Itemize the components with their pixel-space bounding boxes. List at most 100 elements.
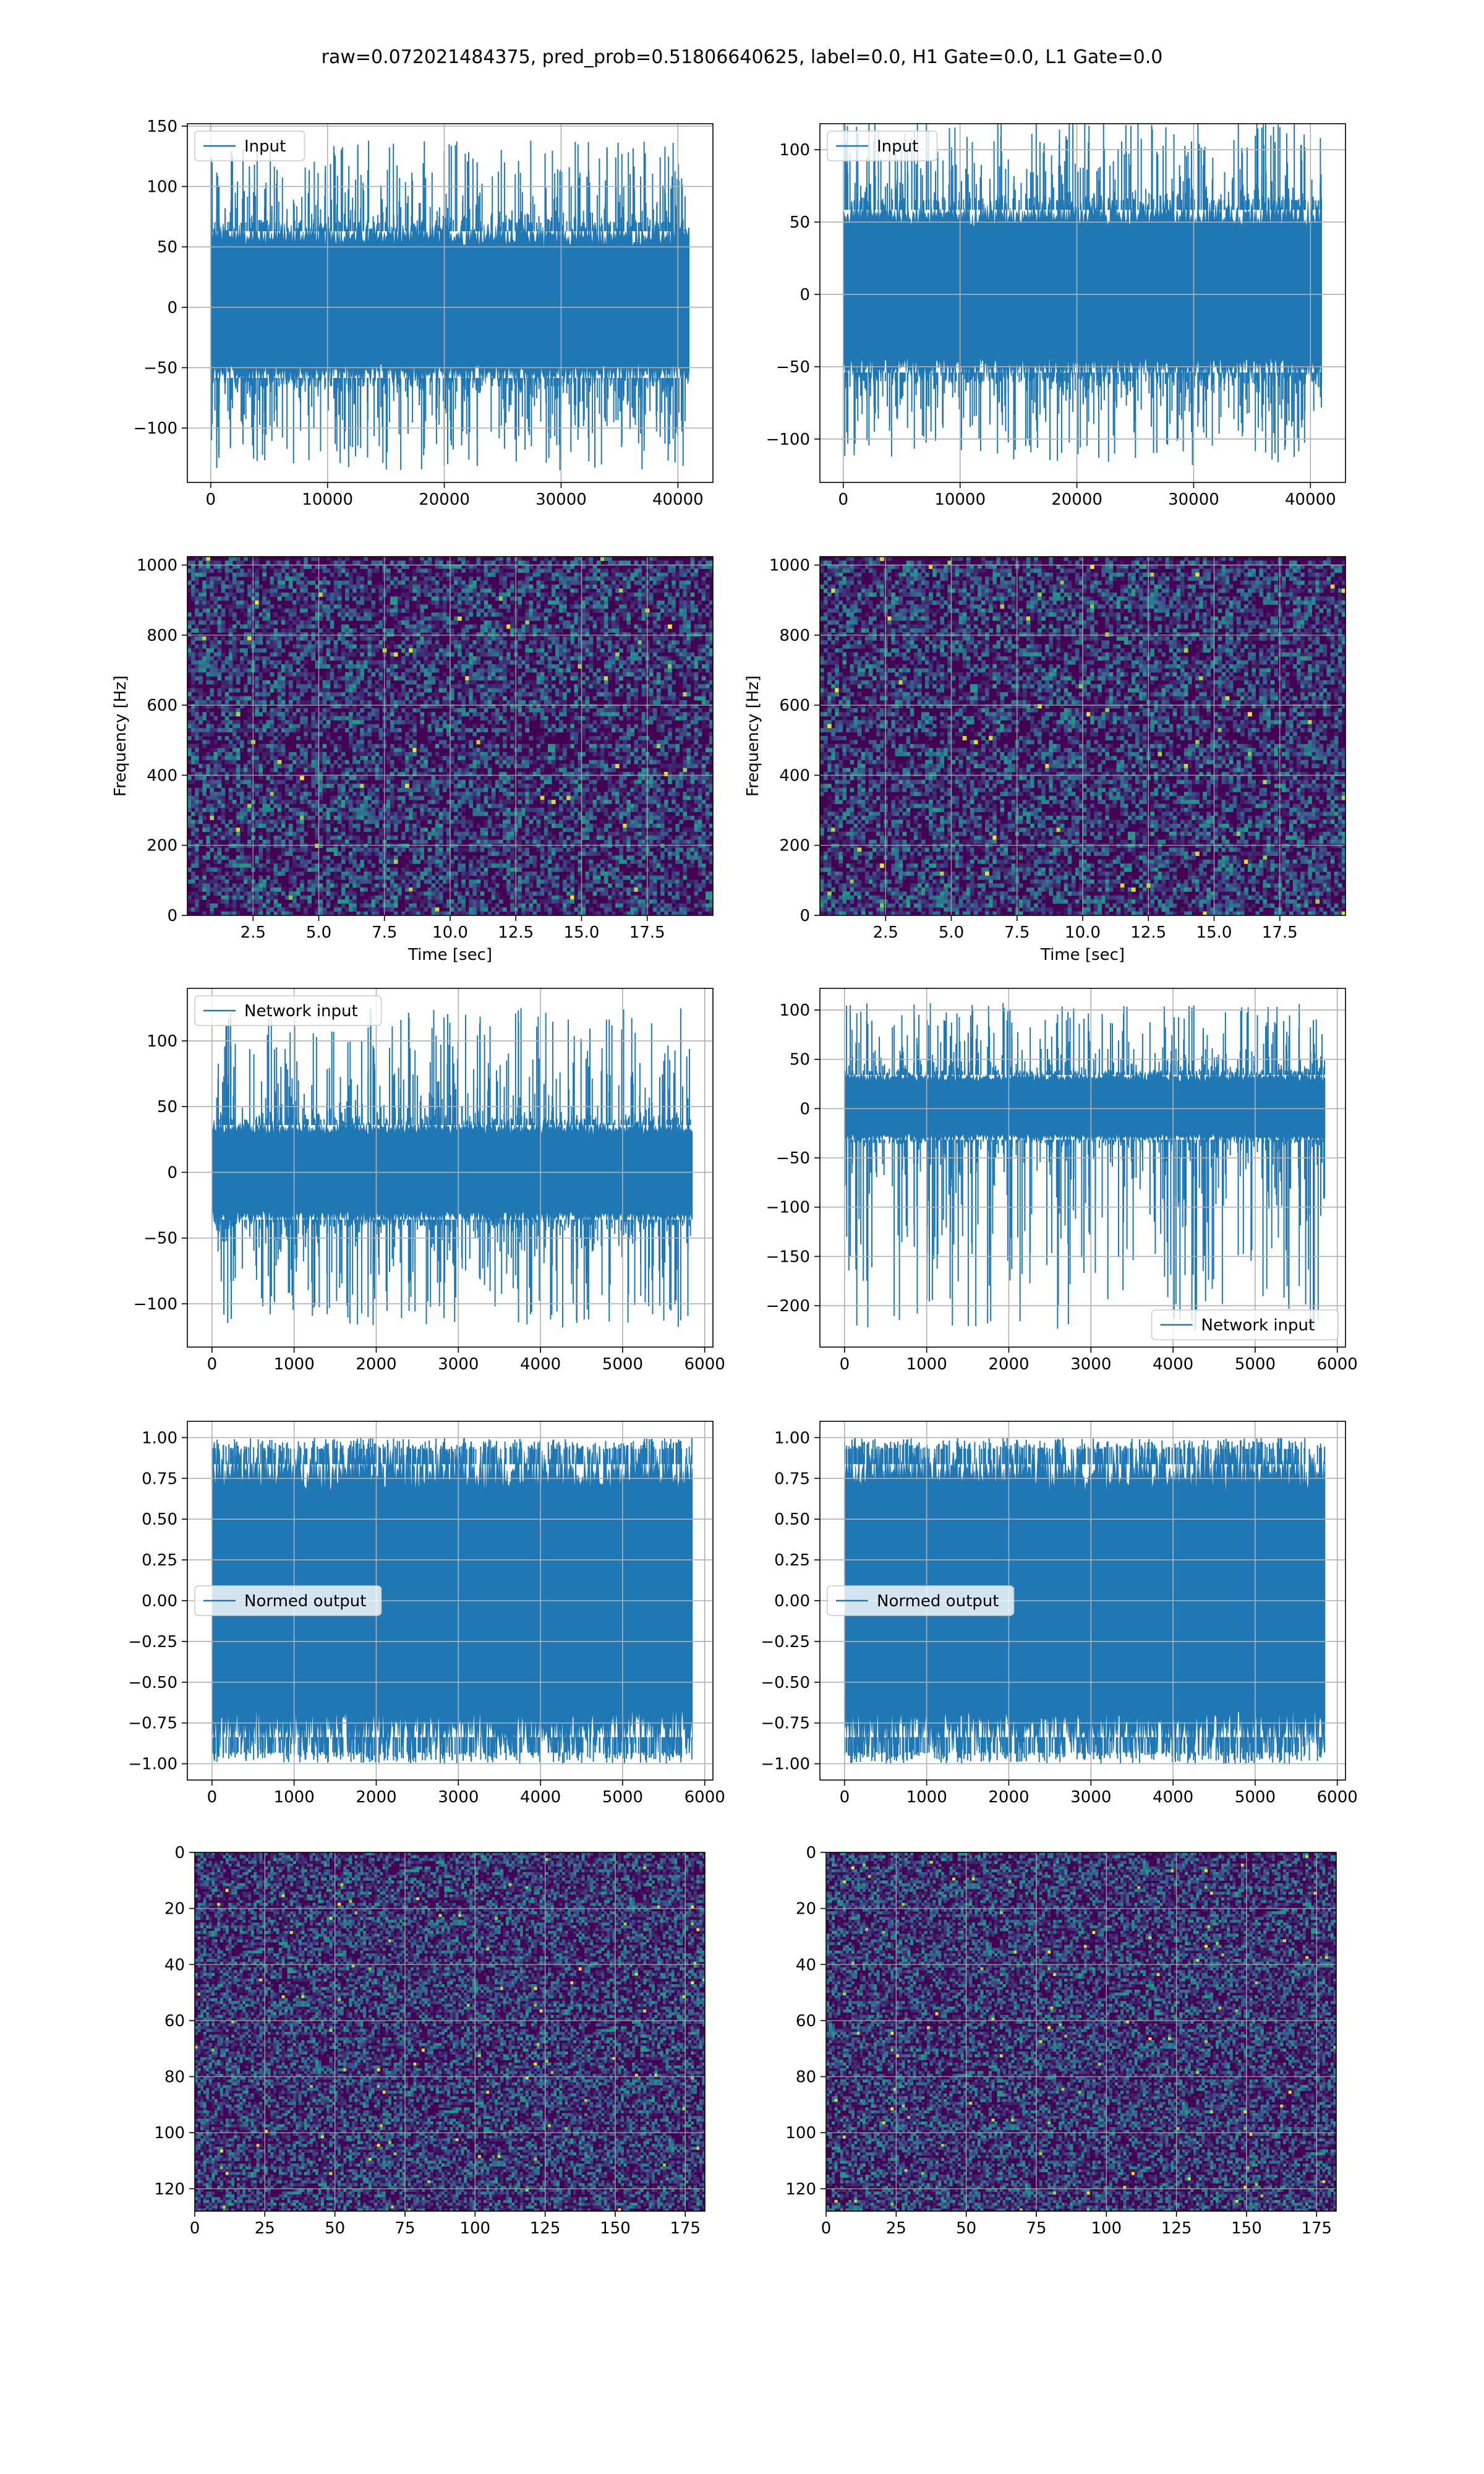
y-tick-label: −1.00 xyxy=(128,1755,177,1774)
x-tick-label: 4000 xyxy=(1153,1355,1193,1374)
y-tick-label: −100 xyxy=(134,419,177,438)
x-tick-label: 2000 xyxy=(356,1355,396,1374)
x-tick-label: 1000 xyxy=(274,1355,315,1374)
y-tick-label: −100 xyxy=(766,430,810,449)
y-tick-label: 0 xyxy=(167,299,177,317)
y-tick-label: 1000 xyxy=(137,557,177,575)
y-tick-label: 100 xyxy=(147,1032,177,1051)
y-tick-label: 400 xyxy=(779,766,810,785)
x-tick-label: 150 xyxy=(600,2219,631,2238)
y-tick-label: 1.00 xyxy=(142,1429,177,1447)
y-tick-label: −50 xyxy=(143,359,177,377)
x-axis-label: Time [sec] xyxy=(1040,946,1125,964)
panel-normed-output-l1: 0 1000 2000 3000 4000 5000 6000 −1.00 −0.75 −0.50… xyxy=(761,1421,1358,1807)
y-tick-label: 800 xyxy=(779,627,810,645)
x-tick-label: 5000 xyxy=(1235,1788,1276,1807)
x-tick-label: 3000 xyxy=(1070,1355,1111,1374)
x-tick-label: 10000 xyxy=(302,490,353,509)
x-tick-label: 25 xyxy=(255,2219,275,2238)
y-tick-label: 0.00 xyxy=(142,1592,177,1611)
x-tick-label: 0 xyxy=(840,1788,850,1807)
legend-label: Normed output xyxy=(877,1592,999,1611)
panel-image-l1: 0 25 50 75 100 125 150 175 0 20 40 60 80 100 120 xyxy=(785,1844,1337,2238)
panel-spectrogram-h1: 2.5 5.0 7.5 10.0 12.5 15.0 17.5 0 200 400 600 800 10… xyxy=(111,556,714,964)
plot-area xyxy=(820,557,1345,915)
series-spikes xyxy=(211,1437,693,1764)
x-tick-label: 3000 xyxy=(1070,1788,1111,1807)
x-tick-label: 6000 xyxy=(684,1355,725,1374)
heatmap-cells xyxy=(826,1852,1336,2211)
x-tick-label: 30000 xyxy=(535,490,587,509)
y-tick-label: 600 xyxy=(779,696,810,715)
y-tick-label: 50 xyxy=(157,238,177,257)
x-tick-label: 150 xyxy=(1231,2219,1262,2238)
x-tick-label: 6000 xyxy=(1317,1355,1358,1374)
grid xyxy=(187,124,713,482)
x-tick-label: 10.0 xyxy=(432,923,468,942)
axes-frame xyxy=(187,988,714,1348)
x-tick-label: 100 xyxy=(459,2219,490,2238)
y-tick-label: 80 xyxy=(164,2068,185,2087)
panel-normed-output-h1: 0 1000 2000 3000 4000 5000 6000 −1.00 −0.75 −0.50… xyxy=(128,1421,725,1807)
x-tick-label: 10.0 xyxy=(1065,923,1101,942)
grid xyxy=(187,988,713,1347)
y-tick-label: 50 xyxy=(790,213,810,232)
x-tick-label: 12.5 xyxy=(1130,923,1166,942)
plot-area xyxy=(820,124,1345,482)
x-tick-label: 0 xyxy=(207,1788,218,1807)
legend: Input xyxy=(194,131,305,161)
grid xyxy=(820,557,1345,915)
x-tick-label: 0 xyxy=(206,490,216,509)
panel-network-input-l1: 0 1000 2000 3000 4000 5000 6000−200−150−100−50… xyxy=(766,988,1358,1374)
x-tick-label: 2.5 xyxy=(241,923,266,942)
x-tick-label: 1000 xyxy=(906,1355,947,1374)
x-tick-label: 15.0 xyxy=(564,923,600,942)
series-spikes xyxy=(844,124,1323,465)
heatmap-cells xyxy=(820,557,1345,915)
grid xyxy=(826,1852,1336,2211)
y-tick-label: 40 xyxy=(164,1956,185,1974)
x-tick-label: 0 xyxy=(840,1355,850,1374)
y-tick-label: 0 xyxy=(806,1844,816,1862)
axes-frame xyxy=(194,1852,706,2212)
y-tick-label: −50 xyxy=(776,1149,810,1168)
x-tick-label: 1000 xyxy=(906,1788,947,1807)
y-tick-label: −0.75 xyxy=(761,1714,810,1733)
x-tick-label: 175 xyxy=(670,2219,701,2238)
y-tick-label: 100 xyxy=(785,2124,816,2142)
axes-frame xyxy=(819,123,1346,483)
x-tick-label: 0 xyxy=(190,2219,200,2238)
x-tick-label: 125 xyxy=(1161,2219,1192,2238)
x-tick-label: 50 xyxy=(956,2219,976,2238)
x-tick-label: 1000 xyxy=(274,1788,315,1807)
axes-frame xyxy=(825,1852,1337,2212)
y-tick-label: 0.75 xyxy=(142,1470,177,1488)
x-tick-label: 2.5 xyxy=(873,923,898,942)
legend-label: Input xyxy=(877,137,918,156)
y-tick-label: 60 xyxy=(164,2012,185,2031)
y-tick-label: 0 xyxy=(800,286,810,304)
series-input xyxy=(210,222,689,387)
legend-label: Network input xyxy=(1201,1316,1315,1335)
x-tick-label: 30000 xyxy=(1168,490,1219,509)
y-tick-label: 0 xyxy=(800,1100,810,1118)
y-tick-label: 0.50 xyxy=(774,1510,810,1529)
y-tick-label: −150 xyxy=(766,1248,810,1266)
panel-spectrogram-l1: 2.5 5.0 7.5 10.0 12.5 15.0 17.5 0 200 400 600 800 10… xyxy=(744,556,1346,964)
x-tick-label: 100 xyxy=(1091,2219,1122,2238)
y-tick-label: 100 xyxy=(779,1001,810,1020)
y-tick-label: −0.75 xyxy=(128,1714,177,1733)
plot-area xyxy=(187,557,713,915)
y-tick-label: 1000 xyxy=(769,557,810,575)
panel-network-input-h1: 0 1000 2000 3000 4000 5000 6000 −100 −50 0 50 100 Ne… xyxy=(134,988,725,1374)
x-tick-label: 5000 xyxy=(1235,1355,1276,1374)
x-tick-label: 6000 xyxy=(1317,1788,1358,1807)
series-spikes xyxy=(844,1003,1326,1330)
x-tick-label: 5000 xyxy=(602,1355,643,1374)
x-tick-label: 4000 xyxy=(520,1788,561,1807)
y-tick-label: −100 xyxy=(766,1199,810,1217)
y-tick-label: 120 xyxy=(154,2180,185,2199)
y-tick-label: 200 xyxy=(779,837,810,855)
plot-area xyxy=(820,988,1345,1347)
y-tick-label: −1.00 xyxy=(761,1755,810,1774)
